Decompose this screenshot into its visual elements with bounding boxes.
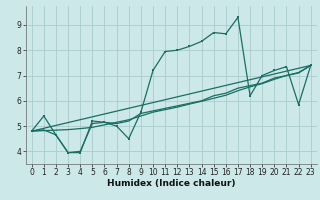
X-axis label: Humidex (Indice chaleur): Humidex (Indice chaleur) — [107, 179, 236, 188]
